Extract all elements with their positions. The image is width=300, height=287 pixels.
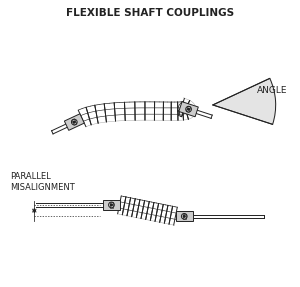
Bar <box>72 119 77 125</box>
Bar <box>183 214 186 219</box>
Circle shape <box>188 108 189 110</box>
Wedge shape <box>213 78 276 124</box>
Bar <box>103 200 120 210</box>
Text: PARALLEL
MISALIGNMENT: PARALLEL MISALIGNMENT <box>10 172 75 193</box>
Bar <box>64 114 84 130</box>
Bar <box>176 211 193 222</box>
Circle shape <box>183 216 185 217</box>
Circle shape <box>111 204 112 206</box>
Text: FLEXIBLE SHAFT COUPLINGS: FLEXIBLE SHAFT COUPLINGS <box>66 8 234 18</box>
Text: ANGLE: ANGLE <box>256 86 287 95</box>
Bar <box>179 102 198 117</box>
Bar <box>186 106 191 113</box>
Circle shape <box>74 121 75 123</box>
Bar <box>110 202 113 208</box>
